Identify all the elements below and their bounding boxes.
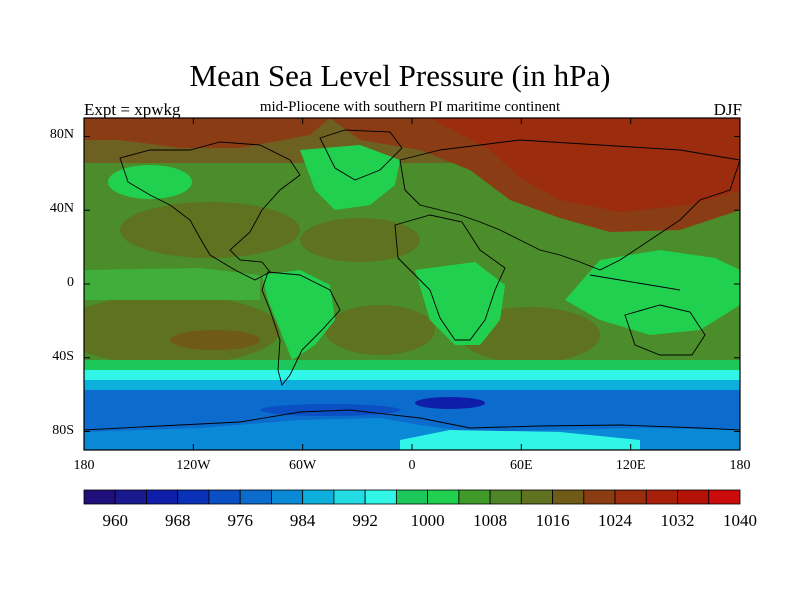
- colorbar-box: [208, 489, 241, 505]
- x-tick-label: 120W: [176, 458, 211, 473]
- field-africa-low: [415, 262, 505, 345]
- colorbar-box: [614, 489, 647, 505]
- colorbar-label: 992: [352, 511, 378, 530]
- colorbar-box: [458, 489, 491, 505]
- colorbar-label: 976: [227, 511, 253, 530]
- band-992: [84, 370, 740, 380]
- coast-antarctica: [83, 409, 741, 431]
- x-tick-label: 0: [408, 458, 416, 473]
- colorbar-label: 1016: [535, 511, 570, 530]
- chart-title: Mean Sea Level Pressure (in hPa): [189, 58, 611, 93]
- colorbar-box: [146, 489, 179, 505]
- band-1000: [84, 360, 740, 370]
- coast-south-america: [261, 271, 341, 386]
- coastlines: [83, 129, 741, 431]
- colorbar-box: [364, 489, 397, 505]
- colorbar-box: [520, 489, 553, 505]
- colorbar-box: [427, 489, 460, 505]
- field-antarctic-high: [400, 430, 640, 450]
- field-n-pacific-high: [120, 202, 300, 258]
- x-tick-label: 180: [729, 458, 751, 473]
- colorbar-box: [333, 489, 366, 505]
- field-maritime-low: [565, 250, 740, 335]
- field-south-america-low: [262, 270, 335, 360]
- colorbar-box: [552, 489, 585, 505]
- colorbar-box: [708, 489, 741, 505]
- coast-africa: [394, 214, 506, 341]
- field-deep-low-indian: [415, 397, 485, 409]
- coast-indonesia: [589, 274, 681, 291]
- colorbar-boxes: [83, 489, 741, 505]
- coast-greenland: [319, 129, 403, 181]
- colorbar-box: [271, 489, 304, 505]
- y-tick-label: 40N: [49, 201, 74, 217]
- colorbar-label: 984: [289, 511, 316, 530]
- y-tick-label: 0: [67, 275, 74, 290]
- field-s-pacific-core: [170, 330, 260, 350]
- field-n-america-high: [84, 118, 330, 148]
- colorbar-label: 960: [102, 511, 128, 530]
- field-s-atlantic-high: [325, 305, 435, 355]
- x-tick-label: 180: [73, 458, 95, 473]
- colorbar-label: 1008: [473, 511, 508, 530]
- colorbar-box: [677, 489, 710, 505]
- field-n-atlantic-high: [300, 218, 420, 262]
- experiment-label: Expt = xpwkg: [84, 100, 181, 119]
- x-tick-label: 60E: [510, 458, 533, 473]
- colorbar-box: [395, 489, 429, 505]
- colorbar-label: 968: [164, 511, 191, 530]
- axis-tickmarks: [83, 118, 741, 450]
- band-984: [84, 380, 740, 390]
- colorbar-label: 1024: [598, 511, 633, 530]
- field-aleutian-low: [108, 165, 192, 199]
- coast-australia: [624, 304, 706, 356]
- colorbar-label: 1032: [660, 511, 695, 530]
- x-tick-label: 60W: [289, 458, 317, 473]
- colorbar-box: [489, 489, 522, 505]
- colorbar-box: [177, 489, 210, 505]
- field-equatorial-low: [84, 268, 260, 300]
- y-tick-label: 80N: [49, 127, 74, 143]
- colorbar-box: [83, 489, 116, 505]
- colorbar-box: [302, 489, 335, 505]
- colorbar-box: [583, 489, 616, 505]
- colorbar-label: 1000: [410, 511, 445, 530]
- coast-north-america: [119, 141, 301, 281]
- colorbar-box: [645, 489, 678, 505]
- pressure-field: [84, 118, 740, 450]
- colorbar-label: 1040: [723, 511, 757, 530]
- y-tick-label: 40S: [52, 348, 74, 364]
- y-tick-label: 80S: [52, 422, 74, 438]
- colorbar-box: [239, 489, 272, 505]
- x-tick-label: 120E: [615, 458, 646, 473]
- coast-eurasia: [399, 139, 741, 271]
- colorbar-box: [114, 489, 147, 505]
- chart-subtitle: mid-Pliocene with southern PI maritime c…: [259, 99, 561, 115]
- season-label: DJF: [713, 100, 742, 119]
